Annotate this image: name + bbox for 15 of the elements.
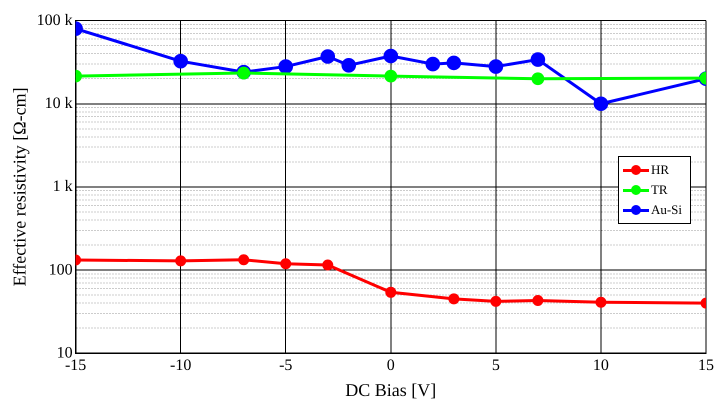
legend-label: HR <box>650 162 669 178</box>
x-tick-label: -10 <box>170 357 192 374</box>
legend-label: Au-Si <box>650 202 682 218</box>
x-tick-label: 5 <box>492 357 500 374</box>
x-tick-label: 10 <box>592 357 609 374</box>
x-tick-label: 0 <box>386 357 395 374</box>
y-tick-label: 100 k <box>36 12 73 29</box>
x-axis-title: DC Bias [V] <box>345 380 436 400</box>
x-tick-label: 15 <box>698 357 714 374</box>
legend-label: TR <box>650 182 668 198</box>
y-tick-label: 1 k <box>52 178 73 196</box>
y-axis-title: Effective resistivity [Ω-cm] <box>10 87 30 286</box>
x-tick-label: -5 <box>279 357 292 374</box>
y-tick-label: 100 <box>48 261 73 278</box>
y-tick-label: 10 k <box>44 94 73 112</box>
